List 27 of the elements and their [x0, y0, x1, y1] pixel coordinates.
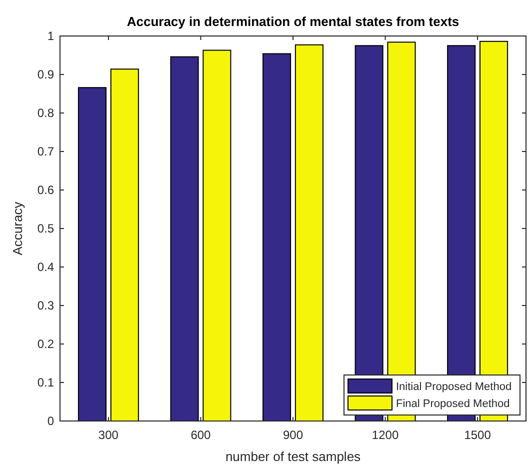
x-tick-label: 1500 — [464, 428, 492, 442]
y-tick-label: 0.4 — [37, 260, 54, 274]
x-tick-label: 600 — [190, 428, 212, 442]
y-tick-label: 0.1 — [37, 376, 54, 390]
x-axis-title: number of test samples — [225, 449, 362, 464]
bar — [170, 56, 199, 422]
bar — [294, 44, 324, 422]
y-tick-label: 1 — [47, 29, 54, 44]
y-tick-label: 0.7 — [37, 144, 54, 159]
legend-label: Final Proposed Method — [396, 398, 510, 410]
legend-label: Initial Proposed Method — [396, 381, 512, 393]
bar — [110, 68, 139, 422]
x-tick-label: 300 — [98, 428, 119, 442]
bar — [262, 53, 292, 422]
y-axis-title: Accuracy — [10, 201, 25, 256]
chart-title: Accuracy in determination of mental states from texts — [126, 14, 460, 29]
y-tick-label: 0.2 — [37, 337, 54, 352]
y-tick-label: 0.8 — [37, 106, 54, 120]
y-tick-label: 0.3 — [37, 298, 54, 313]
x-tick-label: 900 — [282, 428, 304, 442]
bar — [78, 87, 107, 422]
y-tick-label: 0.9 — [37, 68, 54, 82]
y-tick-label: 0.6 — [37, 183, 54, 198]
bar — [202, 50, 232, 422]
x-tick-label: 1200 — [372, 428, 399, 442]
y-tick-label: 0.5 — [37, 222, 54, 236]
y-tick-label: 0 — [47, 414, 54, 428]
